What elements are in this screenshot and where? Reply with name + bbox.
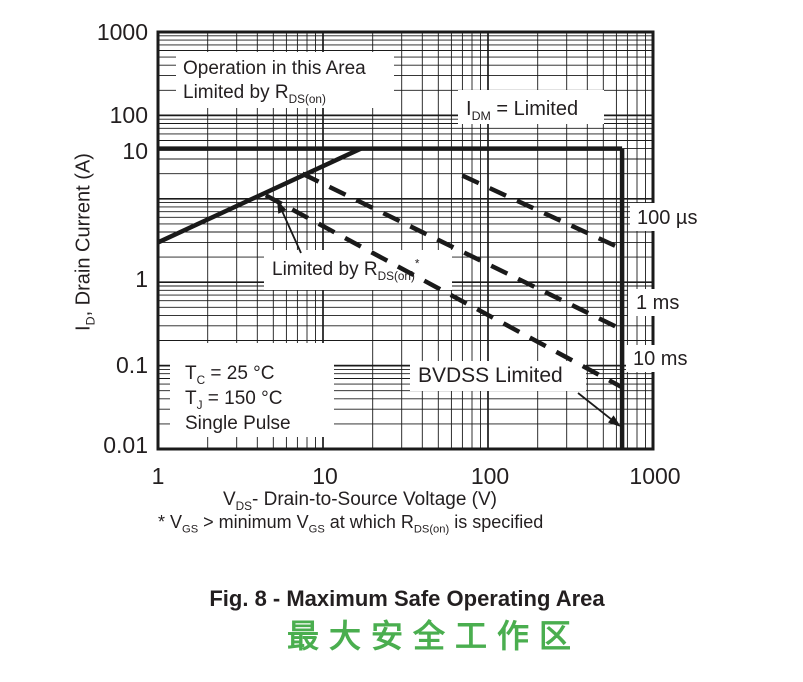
figure-caption-en: Fig. 8 - Maximum Safe Operating Area (209, 586, 605, 611)
footnote: * VGS > minimum VGS at which RDS(on) is … (158, 512, 544, 536)
x-axis-title-symbol: V (222, 489, 236, 510)
x-tick-1000: 1000 (629, 463, 681, 489)
label-100us: 100 µs (637, 207, 698, 229)
x-tick-1: 1 (151, 463, 165, 489)
x-axis-title-text: - Drain-to-Source Voltage (V) (252, 489, 498, 510)
x-axis-title: VDS- Drain-to-Source Voltage (V) (222, 489, 498, 513)
annotation-idm-limited: IDM = Limited (466, 98, 579, 123)
y-tick-100: 100 (109, 101, 148, 128)
x-tick-10: 10 (312, 463, 338, 489)
condition-single-pulse: Single Pulse (185, 413, 291, 434)
label-1ms: 1 ms (636, 292, 680, 314)
y-axis-title-subscript: D (83, 316, 98, 326)
figure-caption-zh: 最大安全工作区 (286, 618, 582, 654)
label-10ms: 10 ms (633, 348, 688, 370)
annotation-operation-area-line1: Operation in this Area (183, 58, 366, 79)
y-axis-title-symbol: I (72, 325, 95, 331)
y-axis-title-text: , Drain Current (A) (72, 153, 95, 317)
condition-tj: TJ = 150 °C (185, 388, 283, 412)
annotation-test-conditions: TC = 25 °C TJ = 150 °C Single Pulse (185, 361, 291, 436)
annotation-operation-area: Operation in this Area Limited by RDS(on… (183, 57, 366, 105)
y-tick-10: 10 (122, 137, 148, 164)
annotation-operation-area-line2: Limited by RDS(on) (183, 82, 326, 106)
x-tick-100: 100 (470, 463, 510, 489)
y-axis-title: ID, Drain Current (A) (72, 153, 98, 331)
y-tick-0p1: 0.1 (116, 351, 148, 378)
y-tick-1: 1 (135, 265, 148, 292)
x-axis-title-subscript: DS (235, 499, 253, 513)
soa-chart-canvas (156, 30, 655, 451)
y-tick-0p01: 0.01 (103, 431, 148, 458)
y-tick-1000: 1000 (96, 18, 148, 45)
annotation-limited-by-rdson: Limited by RDS(on)* (272, 257, 420, 283)
annotation-bvdss-limited: BVDSS Limited (418, 364, 563, 387)
condition-tc: TC = 25 °C (185, 363, 275, 387)
